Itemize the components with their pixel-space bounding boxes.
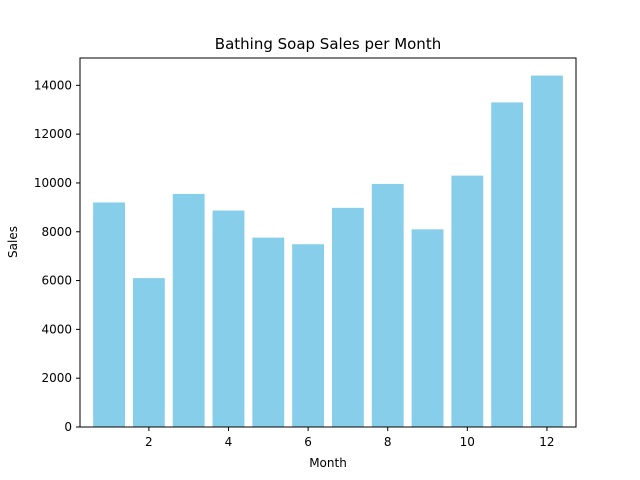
bar-month-1	[93, 202, 125, 427]
bar-month-12	[531, 75, 563, 427]
x-axis-ticks: 2 4 6 8 10 12	[145, 427, 555, 449]
bar-month-10	[451, 175, 484, 427]
y-tick-label: 4000	[41, 322, 72, 336]
bar-month-4	[212, 210, 245, 427]
y-tick-label: 2000	[41, 371, 72, 385]
bar-month-11	[491, 102, 524, 428]
x-tick-label: 6	[304, 435, 312, 449]
y-tick-label: 12000	[34, 127, 72, 141]
bar-month-3	[172, 193, 205, 427]
bar-month-8	[371, 183, 404, 427]
bars-group	[93, 75, 563, 428]
y-tick-label: 6000	[41, 274, 72, 288]
bar-month-2	[132, 278, 165, 427]
y-tick-label: 14000	[34, 78, 72, 92]
bar-month-6	[292, 244, 325, 427]
y-tick-label: 8000	[41, 225, 72, 239]
bar-month-5	[252, 237, 285, 427]
y-tick-label: 10000	[34, 176, 72, 190]
x-tick-label: 2	[145, 435, 153, 449]
bar-month-9	[411, 229, 444, 427]
x-tick-label: 4	[225, 435, 233, 449]
bar-month-7	[331, 207, 364, 427]
plot-frame	[79, 57, 577, 428]
x-tick-label: 8	[384, 435, 392, 449]
x-axis-label: Month	[309, 456, 347, 470]
y-axis-label: Sales	[6, 226, 20, 258]
x-tick-label: 10	[460, 435, 475, 449]
y-axis-ticks: 0 2000 4000 6000 8000 10000 12000 14000	[34, 78, 80, 434]
chart-title: Bathing Soap Sales per Month	[215, 35, 441, 53]
y-tick-label: 0	[64, 420, 72, 434]
x-tick-label: 12	[539, 435, 554, 449]
